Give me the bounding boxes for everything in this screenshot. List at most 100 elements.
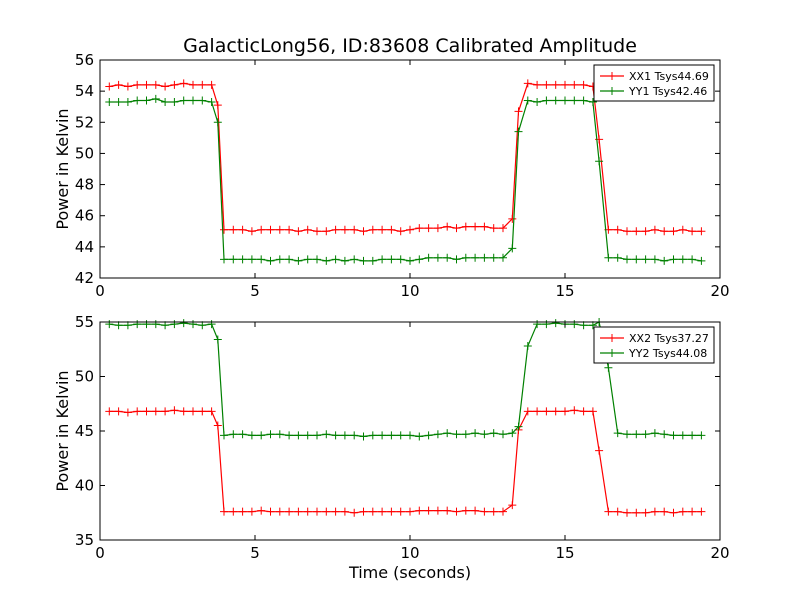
x-tick-label: 0 xyxy=(95,544,105,562)
legend-box xyxy=(593,64,715,102)
data-point xyxy=(443,429,452,438)
data-point xyxy=(368,431,377,440)
data-point xyxy=(443,253,452,262)
data-point xyxy=(105,82,114,91)
data-point xyxy=(170,80,179,89)
data-point xyxy=(247,255,256,264)
legend-box xyxy=(593,326,715,364)
data-point xyxy=(623,255,631,264)
data-point xyxy=(613,253,622,262)
data-point xyxy=(533,407,542,416)
data-point xyxy=(433,253,442,262)
data-point xyxy=(570,96,579,105)
data-point xyxy=(533,80,542,89)
data-point xyxy=(161,82,170,91)
data-point xyxy=(641,227,650,236)
legend-entry: YY1 Tsys42.46 xyxy=(600,85,707,98)
data-point xyxy=(133,80,142,89)
data-point xyxy=(207,407,216,416)
data-point xyxy=(114,321,123,330)
data-point xyxy=(151,320,160,329)
data-point xyxy=(561,80,569,89)
data-point xyxy=(561,407,569,416)
data-point xyxy=(266,507,275,516)
data-point xyxy=(133,320,142,329)
data-point xyxy=(213,101,222,110)
data-point xyxy=(461,253,470,262)
y-tick-label: 42 xyxy=(75,269,94,287)
data-point xyxy=(595,157,604,166)
y-tick-label: 55 xyxy=(75,313,94,331)
data-point xyxy=(340,256,349,265)
data-point xyxy=(514,127,523,136)
data-point xyxy=(266,430,275,439)
data-point xyxy=(359,507,368,516)
data-point xyxy=(322,430,331,439)
data-point xyxy=(396,227,405,236)
data-point xyxy=(238,507,247,516)
data-point xyxy=(114,98,123,107)
data-point xyxy=(542,96,551,105)
data-point xyxy=(368,256,377,265)
data-point xyxy=(303,225,312,234)
series-1-2 xyxy=(105,94,706,265)
y-tick-label: 48 xyxy=(75,176,94,194)
data-point xyxy=(285,255,294,264)
legend-marker xyxy=(608,72,616,80)
data-point xyxy=(579,407,588,416)
data-point xyxy=(275,255,284,264)
data-point xyxy=(257,225,266,234)
data-point xyxy=(313,227,321,236)
data-point xyxy=(499,430,507,439)
y-tick-label: 44 xyxy=(75,238,94,256)
data-point xyxy=(331,225,340,234)
data-point xyxy=(396,255,405,264)
data-point xyxy=(424,253,433,262)
data-point xyxy=(623,508,631,517)
data-point xyxy=(660,227,669,236)
data-point xyxy=(406,507,414,516)
data-point xyxy=(480,222,489,231)
data-point xyxy=(238,430,247,439)
data-point xyxy=(641,508,650,517)
data-point xyxy=(650,225,659,234)
data-point xyxy=(570,80,579,89)
data-point xyxy=(179,79,188,88)
data-point xyxy=(359,432,368,441)
data-point xyxy=(551,80,560,89)
data-point xyxy=(294,507,303,516)
series-line xyxy=(109,98,702,262)
data-point xyxy=(551,407,560,416)
data-point xyxy=(678,225,687,234)
legend-label: YY2 Tsys44.08 xyxy=(628,347,707,360)
data-point xyxy=(179,407,188,416)
data-point xyxy=(632,255,641,264)
data-point xyxy=(142,96,151,105)
data-point xyxy=(660,430,669,439)
data-point xyxy=(579,321,588,330)
x-tick-label: 15 xyxy=(555,544,574,562)
data-point xyxy=(480,430,489,439)
data-point xyxy=(499,253,507,262)
data-point xyxy=(489,429,498,438)
series-1-1 xyxy=(105,79,706,236)
x-tick-label: 5 xyxy=(250,544,260,562)
data-point xyxy=(142,320,151,329)
y-tick-label: 50 xyxy=(75,144,94,162)
data-point xyxy=(688,255,697,264)
data-point xyxy=(471,429,480,438)
data-point xyxy=(368,507,377,516)
data-point xyxy=(378,255,387,264)
data-point xyxy=(523,96,532,105)
data-point xyxy=(213,335,222,344)
data-point xyxy=(669,508,678,517)
data-point xyxy=(561,96,569,105)
data-point xyxy=(123,82,132,91)
data-point xyxy=(198,321,207,330)
data-point xyxy=(387,225,396,234)
data-point xyxy=(133,96,142,105)
data-point xyxy=(443,506,452,515)
data-point xyxy=(198,407,207,416)
data-point xyxy=(161,321,170,330)
data-point xyxy=(396,431,405,440)
